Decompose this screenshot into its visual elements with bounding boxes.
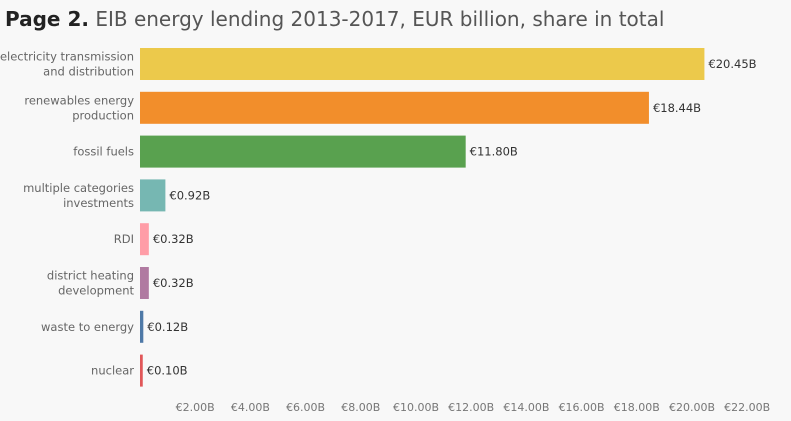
data-label: €0.32B (153, 232, 194, 246)
x-tick-label: €6.00B (286, 401, 325, 414)
category-label: multiple categories investments (23, 181, 134, 210)
x-tick-label: €10.00B (393, 401, 439, 414)
category-label: RDI (114, 232, 134, 246)
category-label: renewables energy production (24, 93, 134, 122)
x-tick-label: €16.00B (559, 401, 605, 414)
x-tick-label: €2.00B (176, 401, 215, 414)
bar (140, 135, 466, 168)
x-tick-label: €12.00B (448, 401, 494, 414)
x-tick-label: €4.00B (231, 401, 270, 414)
data-label: €0.12B (147, 320, 188, 334)
x-tick-label: €18.00B (614, 401, 660, 414)
category-label: electricity transmission and distribution (0, 50, 134, 79)
data-label: €0.32B (153, 276, 194, 290)
bar (140, 223, 149, 256)
chart-title-page: Page 2. (5, 7, 89, 31)
chart-title: Page 2. EIB energy lending 2013-2017, EU… (5, 7, 664, 31)
data-label: €20.45B (708, 57, 756, 71)
data-label: €0.10B (147, 364, 188, 378)
data-label: €18.44B (653, 101, 701, 115)
bar (140, 179, 166, 212)
category-label: nuclear (91, 364, 134, 378)
bar (140, 310, 144, 343)
x-tick-label: €22.00B (724, 401, 770, 414)
data-label: €11.80B (470, 145, 518, 159)
bar (140, 48, 705, 80)
x-tick-label: €20.00B (669, 401, 715, 414)
category-label: fossil fuels (73, 145, 134, 159)
x-tick-label: €8.00B (341, 401, 380, 414)
category-label: waste to energy (41, 320, 134, 334)
bar (140, 354, 143, 387)
data-label: €0.92B (169, 188, 210, 202)
bar (140, 267, 149, 299)
bar (140, 91, 649, 124)
chart-title-text: EIB energy lending 2013-2017, EUR billio… (88, 7, 665, 31)
category-label: district heating development (47, 269, 135, 298)
x-tick-label: €14.00B (503, 401, 549, 414)
